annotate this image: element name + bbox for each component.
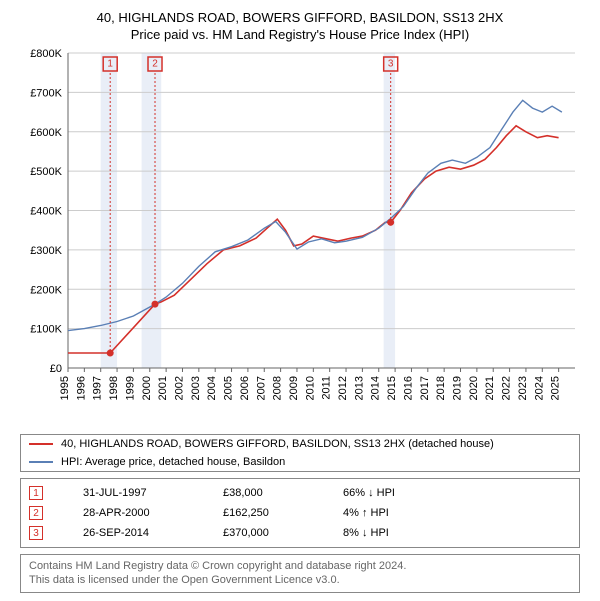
x-tick-label: 1996 [75, 376, 87, 400]
x-tick-label: 2008 [272, 376, 284, 400]
chart-container: £0 £100K £200K £300K £400K £500K £600K £700K £80… [20, 48, 580, 428]
x-tick-label: 2012 [337, 376, 349, 400]
x-tick-label: 2007 [255, 376, 267, 400]
sale-marker-dot [152, 301, 159, 308]
legend-swatch [29, 461, 53, 463]
sale-row: 2 28-APR-2000£162,2504% ↑ HPI [21, 503, 579, 523]
x-tick-label: 2001 [157, 376, 169, 400]
x-tick-label: 2003 [190, 376, 202, 400]
y-tick-label: £700K [30, 87, 62, 99]
x-tick-label: 2024 [533, 376, 545, 400]
legend-item: 40, HIGHLANDS ROAD, BOWERS GIFFORD, BASI… [21, 435, 579, 453]
sale-marker-dot [387, 219, 394, 226]
sale-date: 28-APR-2000 [83, 507, 223, 519]
legend: 40, HIGHLANDS ROAD, BOWERS GIFFORD, BASI… [20, 434, 580, 472]
x-tick-label: 2009 [288, 376, 300, 400]
x-tick-label: 1999 [124, 376, 136, 400]
x-tick-label: 2021 [484, 376, 496, 400]
sale-row-marker: 1 [29, 486, 43, 500]
sale-row: 3 26-SEP-2014£370,0008% ↓ HPI [21, 523, 579, 543]
y-tick-label: £500K [30, 166, 62, 178]
x-tick-label: 2015 [386, 376, 398, 400]
sale-marker-dot [107, 350, 114, 357]
x-tick-label: 1997 [92, 376, 104, 400]
x-tick-label: 2000 [141, 376, 153, 400]
x-tick-label: 2018 [435, 376, 447, 400]
sale-date: 26-SEP-2014 [83, 527, 223, 539]
x-tick-label: 2025 [550, 376, 562, 400]
x-tick-label: 2019 [452, 376, 464, 400]
x-tick-label: 1998 [108, 376, 120, 400]
sale-marker-number: 3 [388, 59, 394, 70]
price-chart: £0 £100K £200K £300K £400K £500K £600K £700K £80… [20, 48, 580, 428]
credit-line-2: This data is licensed under the Open Gov… [29, 573, 571, 587]
chart-subtitle: Price paid vs. HM Land Registry's House … [8, 27, 592, 42]
sale-row-marker: 3 [29, 526, 43, 540]
x-tick-label: 2014 [370, 376, 382, 400]
sale-price: £38,000 [223, 487, 343, 499]
chart-title: 40, HIGHLANDS ROAD, BOWERS GIFFORD, BASI… [8, 10, 592, 25]
sale-price: £370,000 [223, 527, 343, 539]
y-tick-label: £0 [50, 363, 62, 375]
legend-swatch [29, 443, 53, 445]
y-tick-label: £300K [30, 245, 62, 257]
y-tick-label: £800K [30, 48, 62, 60]
x-tick-label: 2016 [402, 376, 414, 400]
sale-marker-number: 2 [152, 59, 158, 70]
y-tick-label: £100K [30, 324, 62, 336]
x-tick-label: 2017 [419, 376, 431, 400]
sale-marker-number: 1 [107, 59, 113, 70]
sale-date: 31-JUL-1997 [83, 487, 223, 499]
x-tick-label: 1995 [59, 376, 71, 400]
sales-table: 1 31-JUL-1997£38,00066% ↓ HPI 2 28-APR-2000… [20, 478, 580, 548]
data-credit: Contains HM Land Registry data © Crown c… [20, 554, 580, 593]
x-tick-label: 2005 [223, 376, 235, 400]
sale-row: 1 31-JUL-1997£38,00066% ↓ HPI [21, 483, 579, 503]
series-property [68, 126, 559, 353]
x-tick-label: 2011 [321, 376, 333, 400]
y-tick-label: £600K [30, 127, 62, 139]
x-tick-label: 2022 [501, 376, 513, 400]
sale-diff: 4% ↑ HPI [343, 507, 463, 519]
x-tick-label: 2020 [468, 376, 480, 400]
x-tick-label: 2004 [206, 376, 218, 400]
legend-label: HPI: Average price, detached house, Basi… [61, 456, 285, 468]
y-tick-label: £200K [30, 284, 62, 296]
x-tick-label: 2023 [517, 376, 529, 400]
sale-diff: 8% ↓ HPI [343, 527, 463, 539]
x-tick-label: 2006 [239, 376, 251, 400]
y-tick-label: £400K [30, 206, 62, 218]
legend-item: HPI: Average price, detached house, Basi… [21, 453, 579, 471]
x-tick-label: 2010 [304, 376, 316, 400]
sale-row-marker: 2 [29, 506, 43, 520]
sale-price: £162,250 [223, 507, 343, 519]
x-tick-label: 2013 [353, 376, 365, 400]
sale-diff: 66% ↓ HPI [343, 487, 463, 499]
credit-line-1: Contains HM Land Registry data © Crown c… [29, 559, 571, 573]
legend-label: 40, HIGHLANDS ROAD, BOWERS GIFFORD, BASI… [61, 438, 494, 450]
x-tick-label: 2002 [173, 376, 185, 400]
